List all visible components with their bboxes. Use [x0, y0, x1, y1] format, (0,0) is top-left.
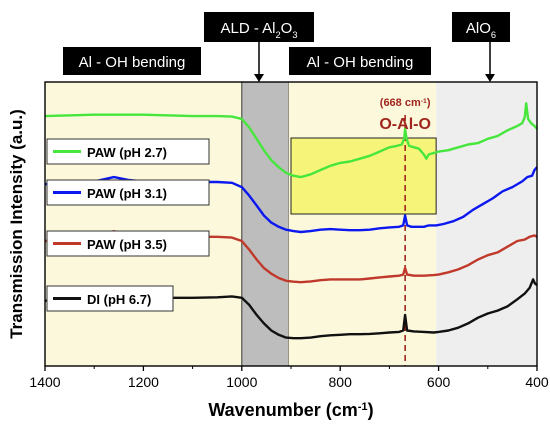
region-label-box-4 [452, 12, 510, 42]
x-axis-label: Wavenumber (cm-1) [208, 400, 373, 420]
region-label-2: ALD - Al2O3 [220, 20, 297, 40]
legend-label-1: PAW (pH 2.7) [87, 145, 167, 160]
x-tick-label-400: 400 [525, 374, 549, 390]
legend-box-1 [46, 138, 210, 165]
y-axis-label: Transmission Intensity (a.u.) [7, 109, 26, 339]
series-line-2 [44, 166, 538, 234]
legend-label-2: PAW (pH 3.1) [87, 186, 167, 201]
highlight-box [290, 137, 437, 215]
x-tick-label-1400: 1400 [29, 374, 60, 390]
alo6-arrow-head [485, 74, 495, 82]
legend-label-3: PAW (pH 3.5) [87, 237, 167, 252]
region-label-4: AlO6 [466, 20, 496, 40]
series-line-1 [44, 102, 538, 179]
series-line-3 [44, 229, 538, 284]
x-tick-label-1000: 1000 [226, 374, 257, 390]
region-label-1: Al - OH bending [79, 54, 186, 71]
peak-wavenumber-label: (668 cm-1) [380, 97, 431, 109]
x-tick-label-1200: 1200 [128, 374, 159, 390]
region-label-box-2 [204, 12, 314, 42]
ald-arrow-head [254, 74, 264, 82]
x-tick-label-800: 800 [329, 374, 353, 390]
region-3 [288, 82, 437, 366]
legend-label-4: DI (pH 6.7) [87, 292, 151, 307]
series-line-4 [44, 278, 538, 340]
region-1 [45, 82, 242, 366]
region-label-3: Al - OH bending [307, 54, 414, 71]
peak-name-label: O-Al-O [379, 116, 431, 133]
x-tick-label-600: 600 [427, 374, 451, 390]
region-4 [436, 82, 537, 366]
region-label-box-1 [63, 47, 201, 75]
region-label-box-3 [289, 47, 431, 75]
